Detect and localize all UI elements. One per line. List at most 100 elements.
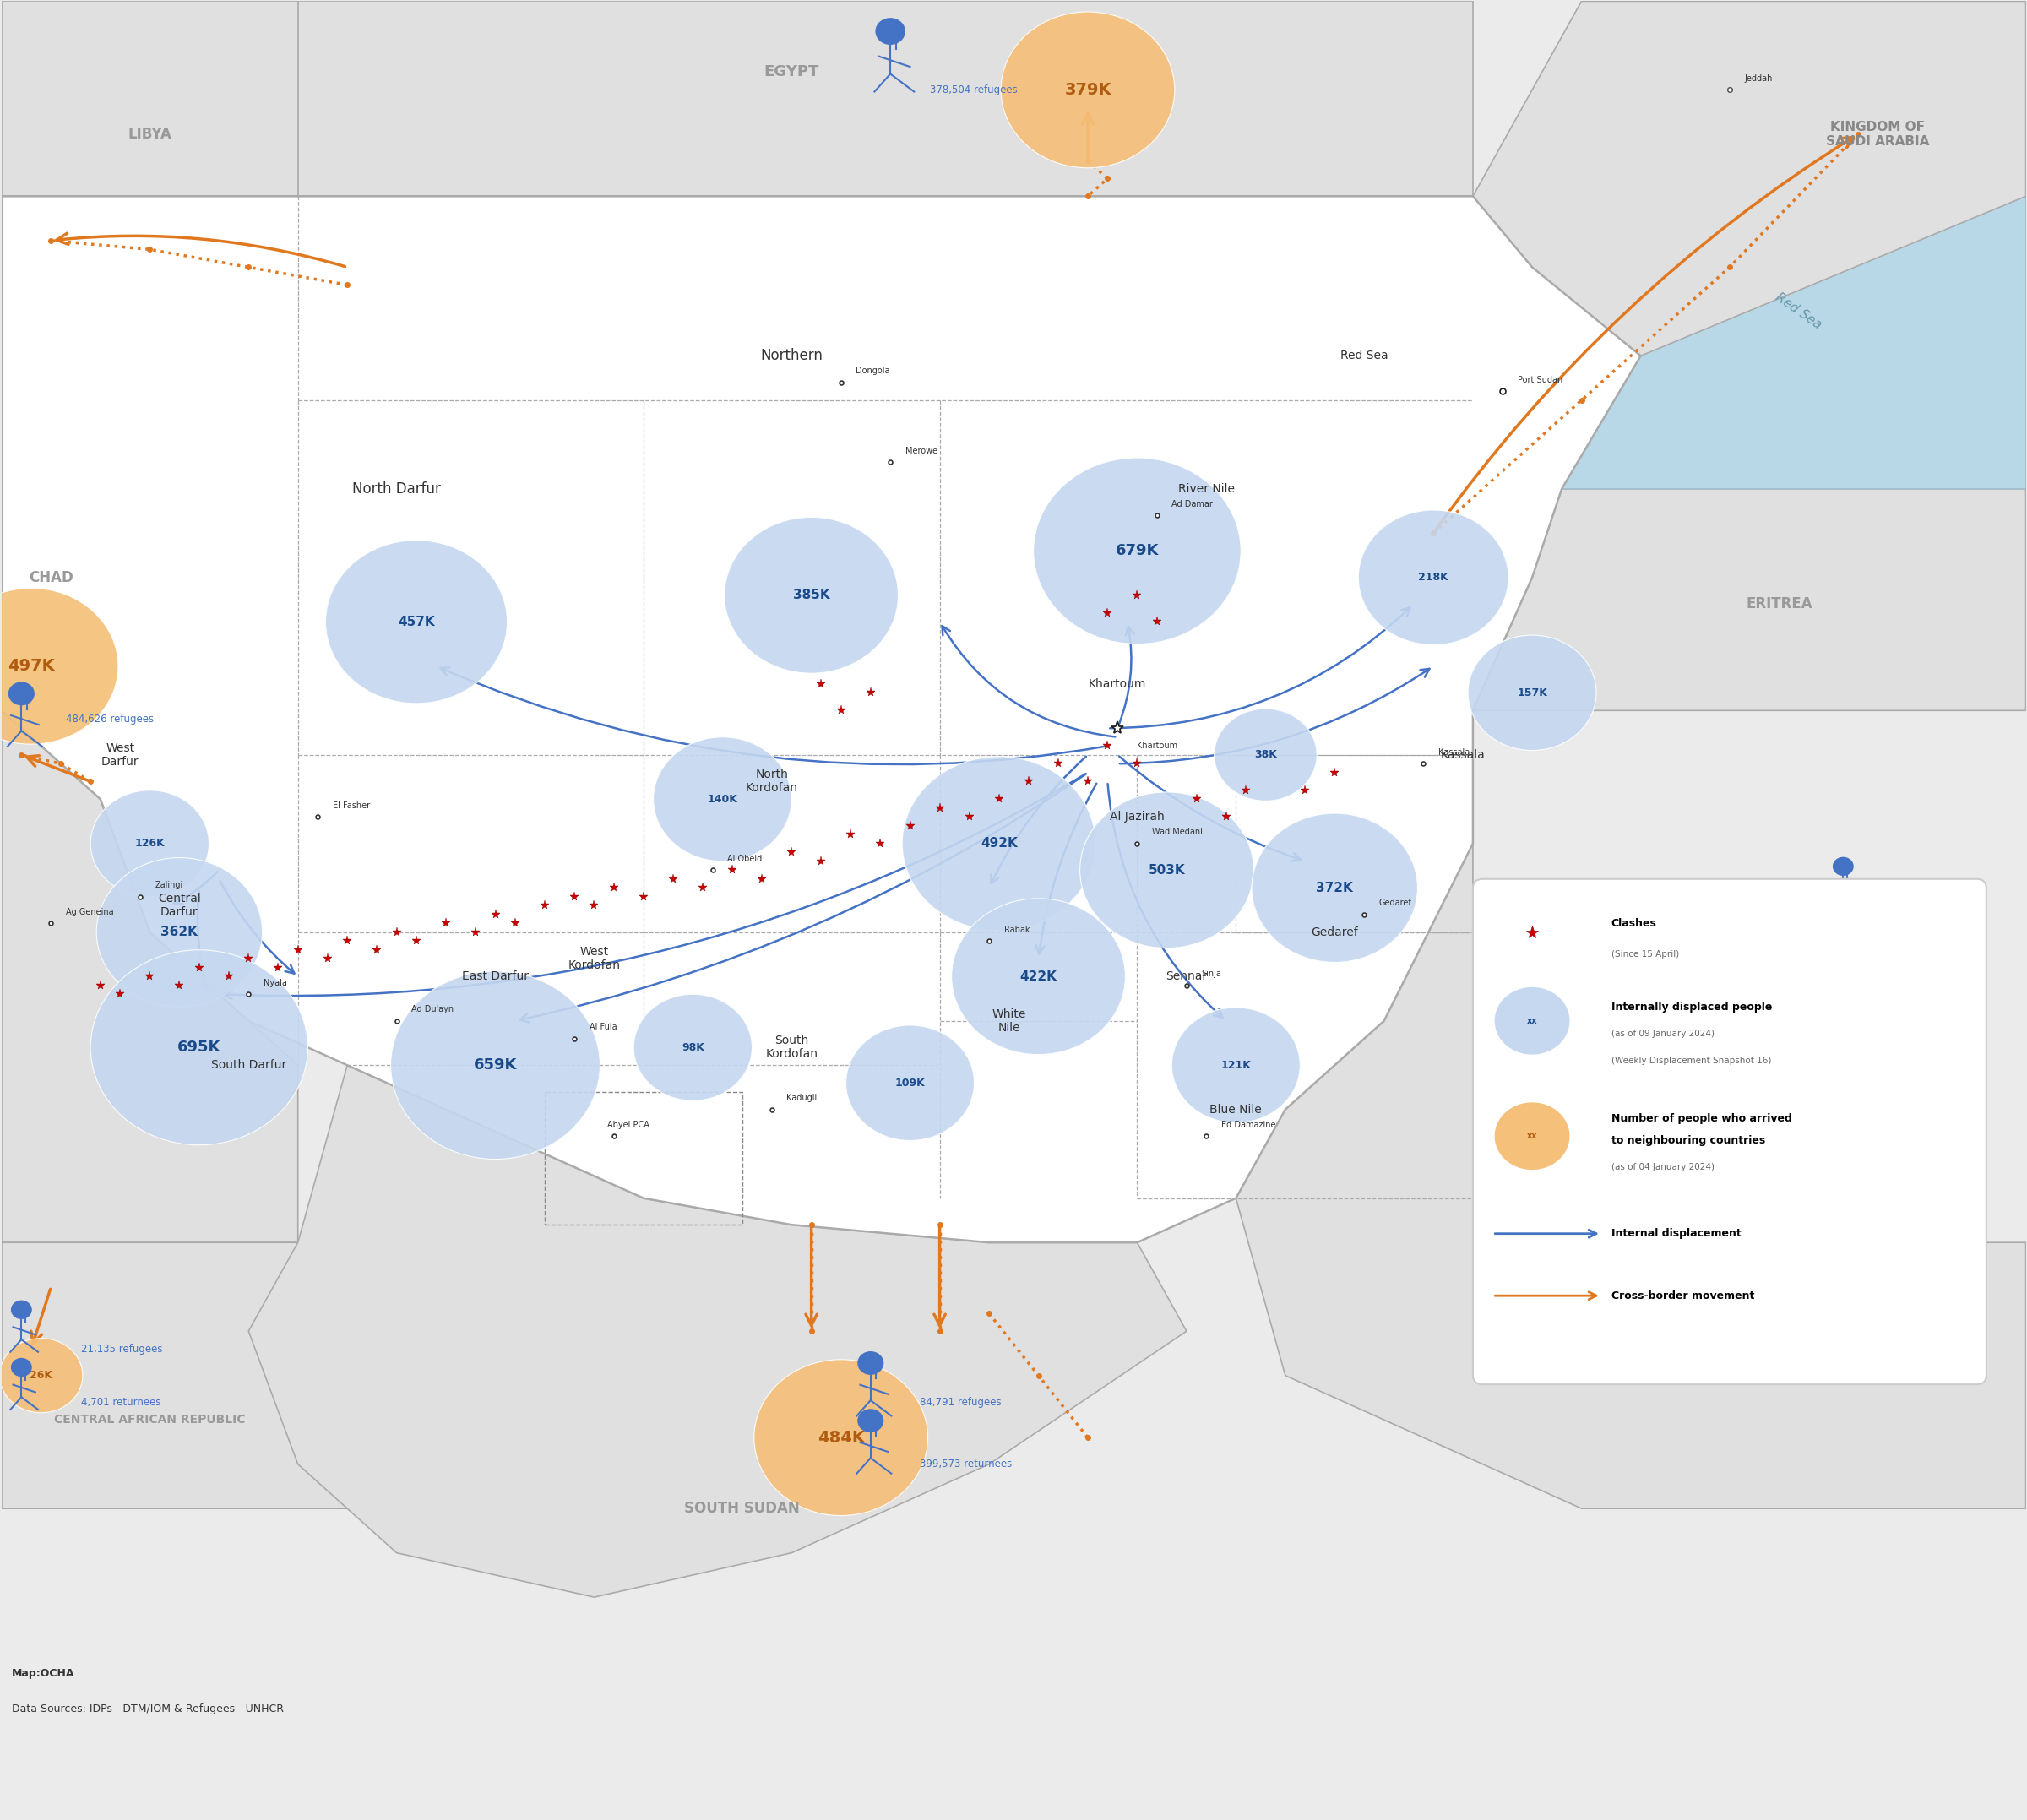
- Bar: [545, 1092, 742, 1225]
- Text: Map:OCHA: Map:OCHA: [12, 1669, 75, 1680]
- Text: White
Nile: White Nile: [991, 1008, 1026, 1034]
- Text: 399,573 returnees: 399,573 returnees: [920, 1458, 1011, 1471]
- Text: Al Obeid: Al Obeid: [728, 855, 762, 863]
- Text: (Since 15 April): (Since 15 April): [1611, 950, 1678, 959]
- Circle shape: [1741, 881, 1857, 983]
- Polygon shape: [2, 710, 298, 1243]
- Circle shape: [845, 1025, 975, 1141]
- Text: 379K: 379K: [1064, 82, 1111, 98]
- Text: (as of 09 January 2024): (as of 09 January 2024): [1611, 1030, 1715, 1039]
- Text: Northern: Northern: [760, 348, 823, 364]
- Text: ERITREA: ERITREA: [1745, 597, 1812, 612]
- Text: Al Fula: Al Fula: [590, 1023, 616, 1032]
- Text: 126K: 126K: [134, 837, 164, 848]
- Text: East Darfur: East Darfur: [462, 970, 529, 983]
- Text: 21,135 refugees: 21,135 refugees: [81, 1343, 162, 1354]
- Text: 84,791 refugees: 84,791 refugees: [920, 1396, 1001, 1407]
- Text: Sennar: Sennar: [1166, 970, 1208, 983]
- Text: 492K: 492K: [981, 837, 1018, 850]
- Text: Ag Geneina: Ag Geneina: [65, 908, 114, 915]
- Text: (Weekly Displacement Snapshot 16): (Weekly Displacement Snapshot 16): [1611, 1056, 1772, 1065]
- Circle shape: [1494, 986, 1569, 1054]
- Text: River Nile: River Nile: [1178, 482, 1234, 495]
- Text: 457K: 457K: [397, 615, 436, 628]
- Text: 218K: 218K: [1419, 571, 1449, 582]
- Text: Gedaref: Gedaref: [1311, 926, 1358, 937]
- Text: 109K: 109K: [896, 1077, 924, 1088]
- Text: Ad Du'ayn: Ad Du'ayn: [411, 1005, 454, 1014]
- Text: Jeddah: Jeddah: [1745, 75, 1772, 82]
- Circle shape: [1358, 510, 1508, 644]
- Text: Kadugli: Kadugli: [786, 1094, 817, 1103]
- Text: 38,025 refugees: 38,025 refugees: [1849, 901, 1930, 912]
- Text: to neighbouring countries: to neighbouring countries: [1611, 1136, 1766, 1147]
- Text: Red Sea: Red Sea: [1774, 291, 1824, 331]
- Text: Dongola: Dongola: [855, 368, 890, 375]
- Text: Port Sudan: Port Sudan: [1518, 375, 1563, 384]
- Circle shape: [0, 588, 118, 744]
- Text: 422K: 422K: [1020, 970, 1056, 983]
- Circle shape: [653, 737, 793, 861]
- Circle shape: [857, 1409, 884, 1432]
- Circle shape: [724, 517, 898, 673]
- Text: North Darfur: North Darfur: [353, 480, 442, 497]
- Text: 503K: 503K: [1149, 864, 1186, 877]
- Text: 695K: 695K: [178, 1039, 221, 1056]
- Text: 362K: 362K: [160, 926, 199, 939]
- Circle shape: [1172, 1008, 1299, 1123]
- Circle shape: [1832, 857, 1853, 875]
- Text: 497K: 497K: [8, 659, 55, 673]
- Text: West
Darfur: West Darfur: [101, 743, 140, 768]
- Circle shape: [8, 682, 34, 706]
- Text: 157K: 157K: [1516, 688, 1547, 699]
- Circle shape: [10, 1299, 32, 1319]
- Circle shape: [1214, 708, 1318, 801]
- Text: South Darfur: South Darfur: [211, 1059, 286, 1072]
- Text: Al Jazirah: Al Jazirah: [1111, 812, 1166, 823]
- Circle shape: [951, 899, 1125, 1054]
- Circle shape: [1468, 635, 1597, 750]
- Polygon shape: [1236, 843, 2025, 1509]
- Text: ETHIOPIA: ETHIOPIA: [1741, 1147, 1816, 1161]
- Text: 121K: 121K: [1220, 1059, 1251, 1070]
- Text: Kassala: Kassala: [1439, 748, 1470, 757]
- Polygon shape: [2, 2, 298, 197]
- Text: 484K: 484K: [817, 1429, 866, 1445]
- Circle shape: [391, 972, 600, 1159]
- Text: 38K: 38K: [1255, 750, 1277, 761]
- Text: 372K: 372K: [1316, 881, 1354, 894]
- Text: Central
Darfur: Central Darfur: [158, 894, 201, 919]
- Text: South
Kordofan: South Kordofan: [766, 1036, 817, 1061]
- Text: Wad Medani: Wad Medani: [1151, 828, 1202, 837]
- Polygon shape: [1474, 490, 2025, 710]
- Text: West
Kordofan: West Kordofan: [568, 946, 620, 972]
- Text: Internal displacement: Internal displacement: [1611, 1228, 1741, 1239]
- Polygon shape: [2, 1243, 495, 1509]
- Text: Merowe: Merowe: [906, 446, 936, 455]
- Text: 679K: 679K: [1115, 544, 1159, 559]
- Text: SOUTH SUDAN: SOUTH SUDAN: [685, 1502, 801, 1516]
- Polygon shape: [249, 1065, 1186, 1598]
- Circle shape: [857, 1350, 884, 1374]
- Text: 385K: 385K: [793, 590, 829, 602]
- Polygon shape: [2, 2, 1474, 197]
- Text: Sinja: Sinja: [1202, 970, 1222, 979]
- Circle shape: [1253, 814, 1417, 963]
- Circle shape: [1494, 1103, 1569, 1170]
- Text: North
Kordofan: North Kordofan: [746, 768, 799, 794]
- Circle shape: [91, 790, 209, 897]
- Text: 140K: 140K: [707, 794, 738, 804]
- Text: xx: xx: [1526, 1017, 1536, 1025]
- Text: Khartoum: Khartoum: [1137, 741, 1178, 750]
- Circle shape: [0, 1338, 83, 1412]
- Text: El Fasher: El Fasher: [332, 801, 369, 810]
- Text: 98K: 98K: [681, 1041, 703, 1054]
- Text: 484,626 refugees: 484,626 refugees: [65, 713, 154, 724]
- Text: EGYPT: EGYPT: [764, 64, 819, 80]
- Text: KINGDOM OF
SAUDI ARABIA: KINGDOM OF SAUDI ARABIA: [1826, 120, 1930, 147]
- Text: Blue Nile: Blue Nile: [1210, 1103, 1263, 1116]
- Text: CENTRAL AFRICAN REPUBLIC: CENTRAL AFRICAN REPUBLIC: [55, 1414, 245, 1425]
- Text: Kassala: Kassala: [1441, 748, 1486, 761]
- Circle shape: [10, 1358, 32, 1376]
- Text: Red Sea: Red Sea: [1340, 349, 1388, 362]
